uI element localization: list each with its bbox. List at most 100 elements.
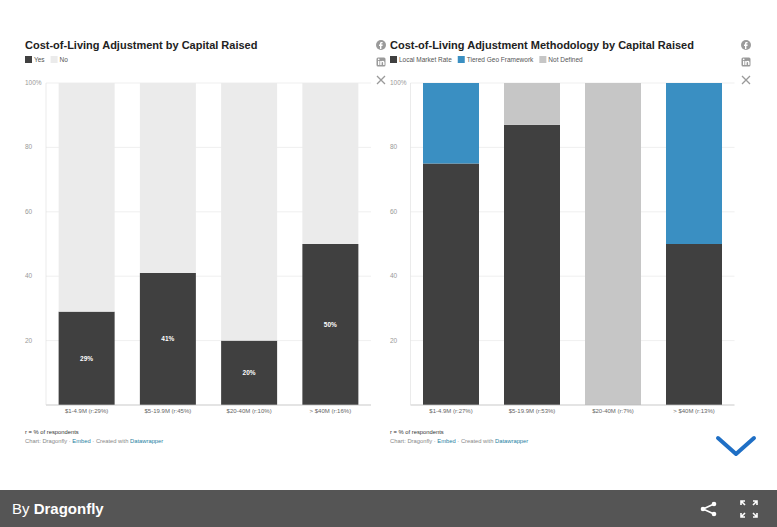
bar — [140, 83, 196, 273]
icon-glyph — [378, 59, 380, 61]
source: Chart: Dragonfly · Embed · Created with … — [390, 438, 528, 444]
byline-prefix: By — [12, 500, 34, 517]
facebook-icon[interactable] — [376, 40, 386, 50]
fullscreen-button[interactable] — [741, 501, 757, 517]
marks — [59, 83, 359, 405]
legend: Local Market Rate Tiered Geo Framework Not… — [390, 56, 583, 63]
note: r = % of respondents — [25, 429, 79, 435]
tick-label: 20 — [390, 337, 398, 344]
legend-label: Local Market Rate — [399, 56, 452, 63]
bar — [423, 164, 479, 406]
bar — [504, 125, 560, 405]
icon-glyph — [743, 61, 744, 65]
tick-label: 40 — [390, 272, 398, 279]
legend-swatch — [390, 56, 397, 63]
source-text: Chart: Dragonfly · — [25, 438, 72, 444]
tick-label: 80 — [25, 143, 33, 150]
category-label: > $40M (r:16%) — [310, 408, 352, 414]
byline-author: Dragonfly — [34, 500, 105, 517]
x-icon[interactable] — [742, 76, 750, 84]
tick-label: 60 — [25, 208, 33, 215]
linkedin-icon[interactable] — [742, 58, 751, 67]
icon-shape — [741, 40, 751, 50]
bar — [221, 341, 277, 405]
baseline — [411, 405, 735, 406]
bar — [504, 83, 560, 125]
legend-swatch — [51, 56, 58, 63]
icon-glyph — [743, 59, 745, 61]
icon-glyph — [745, 61, 749, 65]
source: Chart: Dragonfly · Embed · Created with … — [25, 438, 163, 444]
category-label: $1-4.9M (r:27%) — [429, 408, 472, 414]
tick-label: 40 — [25, 272, 33, 279]
tick-label: 100% — [25, 79, 42, 86]
icon-glyph — [742, 76, 750, 84]
tick-label: 20 — [25, 337, 33, 344]
share-glyph — [712, 502, 717, 507]
icon-glyph — [379, 42, 383, 49]
legend-swatch — [458, 56, 465, 63]
baseline — [46, 405, 371, 406]
category-label: $5-19.9M (r:53%) — [509, 408, 556, 414]
facebook-icon[interactable] — [741, 40, 751, 50]
note: r = % of respondents — [390, 429, 444, 435]
bar — [59, 83, 115, 312]
tick-label: 60 — [390, 208, 398, 215]
data-label: 50% — [324, 321, 337, 328]
share-glyph — [701, 507, 706, 512]
bar — [666, 244, 722, 405]
legend: YesNo — [25, 56, 68, 63]
source-text: · Created with — [91, 438, 130, 444]
icon-glyph — [377, 76, 385, 84]
scroll-chevron[interactable] — [718, 438, 754, 454]
y-axis-line — [46, 83, 47, 405]
source-link[interactable]: Embed — [437, 438, 455, 444]
footer-bar — [0, 490, 777, 527]
source-text: · Created with — [456, 438, 495, 444]
legend-label: Yes — [34, 56, 45, 63]
bar — [59, 312, 115, 405]
footer: By Dragonfly — [0, 490, 777, 527]
x-icon[interactable] — [377, 76, 385, 84]
bar — [140, 273, 196, 405]
category-label: $1-4.9M (r:29%) — [65, 408, 108, 414]
category-label: > $40M (r:13%) — [673, 408, 715, 414]
category-label: $5-19.9M (r:45%) — [145, 408, 192, 414]
fullscreen-glyph — [741, 501, 757, 517]
legend-label: Not Defined — [548, 56, 583, 63]
data-labels: 29%41%20%50% — [80, 321, 337, 376]
legend-swatch — [539, 56, 546, 63]
bar — [302, 244, 358, 405]
source-link[interactable]: Datawrapper — [495, 438, 528, 444]
icon-glyph — [380, 61, 384, 65]
chart: Cost-of-Living Adjustment by Capital Rai… — [25, 39, 371, 444]
category-label: $20-40M (r:7%) — [592, 408, 634, 414]
chart: Cost-of-Living Adjustment Methodology by… — [390, 39, 735, 444]
bar — [423, 83, 479, 164]
page: Cost-of-Living Adjustment by Capital Rai… — [0, 0, 777, 527]
bar — [423, 83, 479, 84]
icon-shape — [742, 58, 751, 67]
icon-shape — [376, 40, 386, 50]
share-button[interactable] — [701, 502, 717, 517]
bar — [666, 83, 722, 84]
linkedin-icon[interactable] — [377, 58, 386, 67]
source-link[interactable]: Embed — [72, 438, 90, 444]
bar — [585, 83, 641, 405]
bar — [302, 83, 358, 244]
chart-title: Cost-of-Living Adjustment by Capital Rai… — [25, 39, 257, 51]
category-label: $20-40M (r:10%) — [227, 408, 272, 414]
tick-label: 100% — [390, 79, 407, 86]
tick-label: 80 — [390, 143, 398, 150]
legend-swatch — [25, 56, 32, 63]
source-text: Chart: Dragonfly · — [390, 438, 437, 444]
bar — [221, 83, 277, 341]
icon-glyph — [378, 61, 379, 65]
marks — [423, 83, 722, 405]
data-label: 41% — [161, 335, 174, 342]
data-label: 29% — [80, 355, 93, 362]
legend-label: Tiered Geo Framework — [467, 56, 534, 63]
icon-shape — [377, 58, 386, 67]
icon-glyph — [744, 42, 748, 49]
source-link[interactable]: Datawrapper — [130, 438, 163, 444]
